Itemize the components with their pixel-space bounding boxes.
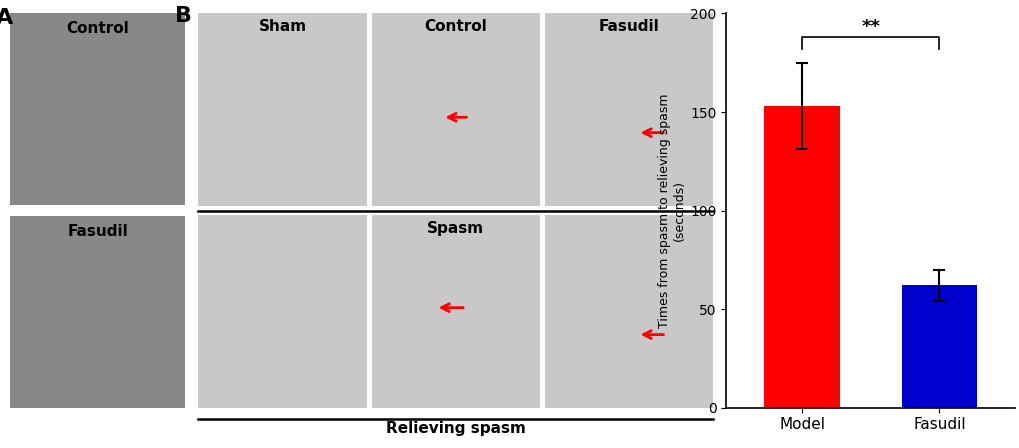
- Text: Control: Control: [424, 19, 487, 34]
- Text: Spasm: Spasm: [427, 221, 484, 236]
- Text: Relieving spasm: Relieving spasm: [385, 421, 526, 436]
- Text: **: **: [860, 18, 879, 36]
- Y-axis label: Times from spasm to relieving spasm
(seconds): Times from spasm to relieving spasm (sec…: [657, 93, 686, 328]
- Bar: [901, 285, 976, 408]
- Text: Control: Control: [66, 21, 129, 36]
- Text: A: A: [0, 8, 13, 28]
- Bar: [763, 106, 839, 408]
- Text: Fasudil: Fasudil: [67, 224, 128, 239]
- Text: Sham: Sham: [258, 19, 307, 34]
- Text: B: B: [174, 6, 192, 26]
- Text: Fasudil: Fasudil: [598, 19, 659, 34]
